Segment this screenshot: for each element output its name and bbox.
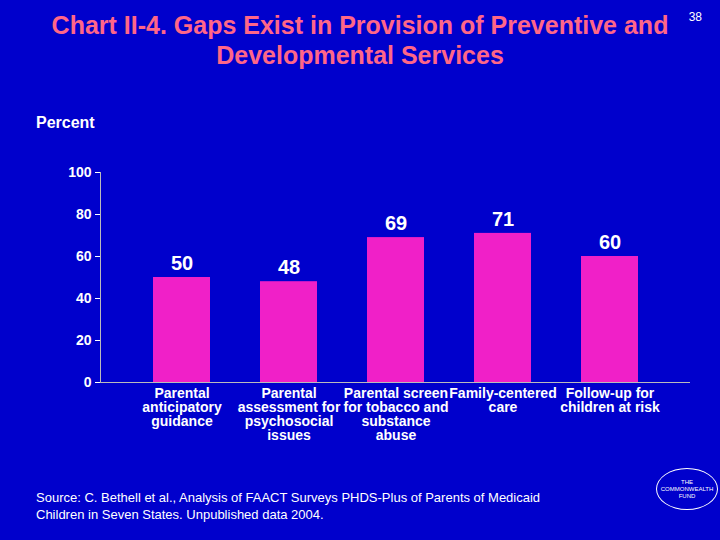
svg-text:50: 50 bbox=[171, 252, 193, 274]
svg-text:0: 0 bbox=[84, 374, 92, 390]
svg-text:60: 60 bbox=[599, 231, 621, 253]
svg-text:Follow-up forchildren at risk: Follow-up forchildren at risk bbox=[560, 385, 660, 415]
svg-text:80: 80 bbox=[76, 206, 92, 222]
svg-text:48: 48 bbox=[278, 256, 300, 278]
svg-text:Family-centeredcare: Family-centeredcare bbox=[449, 385, 556, 415]
svg-text:Parental screenfor tobacco and: Parental screenfor tobacco andsubstancea… bbox=[343, 385, 448, 443]
svg-text:60: 60 bbox=[76, 248, 92, 264]
html-text:38: 38 bbox=[688, 10, 702, 24]
html-text:Chart II-4. Gaps Exist in Prov: Chart II-4. Gaps Exist in Provision of P… bbox=[51, 11, 669, 69]
svg-text:Parentalanticipatoryguidance: Parentalanticipatoryguidance bbox=[142, 385, 222, 429]
svg-text:40: 40 bbox=[76, 290, 92, 306]
svg-text:100: 100 bbox=[68, 164, 92, 180]
svg-text:69: 69 bbox=[385, 212, 407, 234]
svg-text:20: 20 bbox=[76, 332, 92, 348]
html-text:Percent: Percent bbox=[36, 114, 95, 131]
svg-text:71: 71 bbox=[492, 208, 514, 230]
html-text:Source: C. Bethell et al., Ana: Source: C. Bethell et al., Analysis of F… bbox=[36, 490, 541, 522]
html-text:THE COMMONWEALTH FUND: THE COMMONWEALTH FUND bbox=[660, 478, 714, 499]
svg-text:Parentalassessment forpsychoso: Parentalassessment forpsychosocialissues bbox=[238, 385, 341, 443]
